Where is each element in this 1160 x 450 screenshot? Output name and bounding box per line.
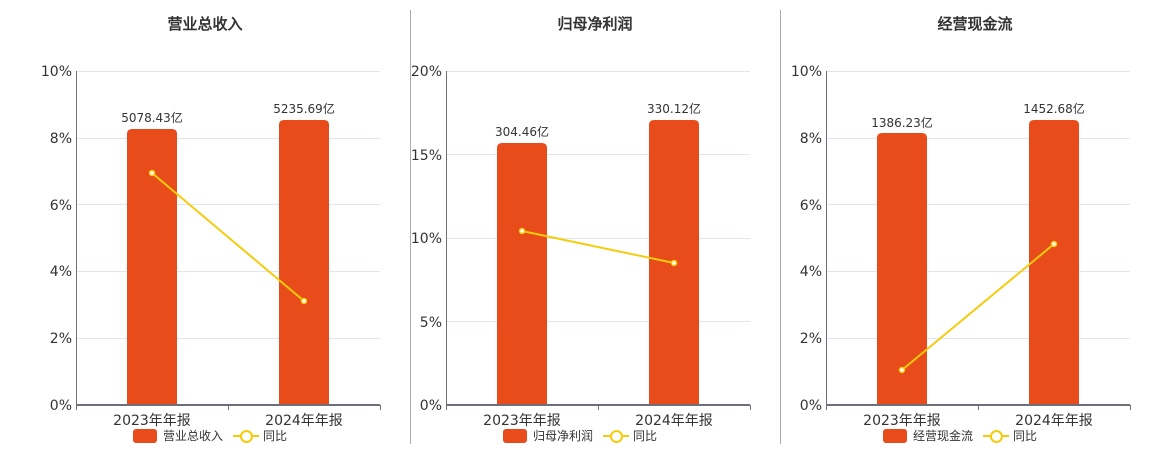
svg-text:2024年年报: 2024年年报	[265, 413, 343, 429]
legend-line-label[interactable]: 同比	[633, 429, 658, 443]
legend-line-icon[interactable]	[233, 429, 260, 443]
y-axis-labels: 0% 2% 4% 6% 8% 10%	[41, 64, 72, 414]
line-point[interactable]	[670, 259, 678, 267]
panel-divider	[780, 10, 781, 444]
legend-bar-label[interactable]: 营业总收入	[163, 429, 224, 443]
chart-title: 营业总收入	[167, 15, 243, 33]
x-axis-labels: 2023年年报 2024年年报	[863, 413, 1093, 429]
chart-panel-net-profit: 归母净利润 0% 5% 10% 15% 20% 304.46亿 330.12亿	[370, 0, 780, 450]
yoy-line	[148, 169, 308, 305]
bar-2023[interactable]	[127, 129, 177, 405]
svg-text:8%: 8%	[50, 131, 72, 147]
svg-text:5235.69亿: 5235.69亿	[273, 101, 335, 116]
svg-text:4%: 4%	[50, 264, 72, 280]
svg-text:2024年年报: 2024年年报	[1015, 413, 1093, 429]
svg-text:5078.43亿: 5078.43亿	[121, 110, 183, 125]
chart-panel-revenue: 营业总收入 0% 2% 4% 6% 8% 10% 5078.43亿 5235.6…	[0, 0, 410, 450]
svg-text:6%: 6%	[800, 198, 822, 214]
y-axis-labels: 0% 5% 10% 15% 20%	[411, 64, 442, 414]
svg-text:330.12亿: 330.12亿	[647, 101, 701, 116]
legend-bar-swatch[interactable]	[133, 428, 157, 443]
legend-line-label[interactable]: 同比	[1013, 429, 1038, 443]
legend-bar-swatch[interactable]	[503, 428, 527, 443]
svg-text:2%: 2%	[800, 331, 822, 347]
chart-plot-area: 0% 2% 4% 6% 8% 10% 1386.23亿 1452.68亿	[791, 64, 1131, 429]
y-axis-labels: 0% 2% 4% 6% 8% 10%	[791, 64, 822, 414]
legend-bar-swatch[interactable]	[883, 428, 907, 443]
svg-text:2023年年报: 2023年年报	[113, 413, 191, 429]
grid-lines	[446, 71, 750, 322]
chart-title: 经营现金流	[937, 15, 1013, 33]
svg-text:6%: 6%	[50, 198, 72, 214]
chart-legend: 归母净利润 同比	[503, 427, 657, 444]
bar-value-labels: 304.46亿 330.12亿	[495, 101, 701, 139]
legend-line-label[interactable]: 同比	[263, 429, 288, 443]
legend-bar-label[interactable]: 经营现金流	[913, 429, 974, 443]
bar-value-labels: 5078.43亿 5235.69亿	[121, 101, 335, 125]
line-point[interactable]	[300, 297, 308, 305]
line-point[interactable]	[148, 169, 156, 177]
panel-divider	[410, 10, 411, 444]
svg-text:20%: 20%	[411, 64, 442, 80]
svg-text:10%: 10%	[791, 64, 822, 80]
svg-text:0%: 0%	[800, 398, 822, 414]
svg-text:2023年年报: 2023年年报	[863, 413, 941, 429]
line-point[interactable]	[1050, 240, 1058, 248]
grid-lines	[76, 71, 380, 339]
grid-lines	[826, 71, 1130, 339]
bar-2023[interactable]	[877, 133, 927, 405]
legend-line-icon[interactable]	[603, 429, 630, 443]
svg-text:10%: 10%	[411, 231, 442, 247]
chart-plot-area: 0% 2% 4% 6% 8% 10% 5078.43亿 5235.69亿	[41, 64, 381, 429]
chart-legend: 营业总收入 同比	[133, 427, 287, 444]
bar-2023[interactable]	[497, 143, 547, 405]
svg-text:0%: 0%	[50, 398, 72, 414]
chart-legend: 经营现金流 同比	[883, 427, 1037, 444]
svg-text:2%: 2%	[50, 331, 72, 347]
svg-text:4%: 4%	[800, 264, 822, 280]
chart-plot-area: 0% 5% 10% 15% 20% 304.46亿 330.12亿 2023年年…	[411, 64, 751, 429]
bar-2024[interactable]	[1029, 120, 1079, 405]
yoy-line	[898, 240, 1058, 374]
svg-text:1452.68亿: 1452.68亿	[1023, 101, 1085, 116]
line-point[interactable]	[518, 227, 526, 235]
legend-bar-label[interactable]: 归母净利润	[533, 429, 594, 443]
chart-panel-operating-cash-flow: 经营现金流 0% 2% 4% 6% 8% 10% 1386.23亿 1452.6…	[750, 0, 1160, 450]
bars	[877, 120, 1079, 405]
bars	[127, 120, 329, 405]
x-axis-labels: 2023年年报 2024年年报	[483, 413, 713, 429]
svg-text:304.46亿: 304.46亿	[495, 124, 549, 139]
svg-text:10%: 10%	[41, 64, 72, 80]
svg-text:8%: 8%	[800, 131, 822, 147]
svg-text:5%: 5%	[420, 315, 442, 331]
legend-line-icon[interactable]	[983, 429, 1010, 443]
yoy-line	[518, 227, 678, 267]
x-axis-labels: 2023年年报 2024年年报	[113, 413, 343, 429]
svg-text:2023年年报: 2023年年报	[483, 413, 561, 429]
svg-text:1386.23亿: 1386.23亿	[871, 115, 933, 130]
bar-value-labels: 1386.23亿 1452.68亿	[871, 101, 1085, 130]
svg-text:0%: 0%	[420, 398, 442, 414]
svg-text:15%: 15%	[411, 148, 442, 164]
bar-2024[interactable]	[279, 120, 329, 405]
line-point[interactable]	[898, 366, 906, 374]
chart-title: 归母净利润	[557, 15, 633, 33]
svg-text:2024年年报: 2024年年报	[635, 413, 713, 429]
